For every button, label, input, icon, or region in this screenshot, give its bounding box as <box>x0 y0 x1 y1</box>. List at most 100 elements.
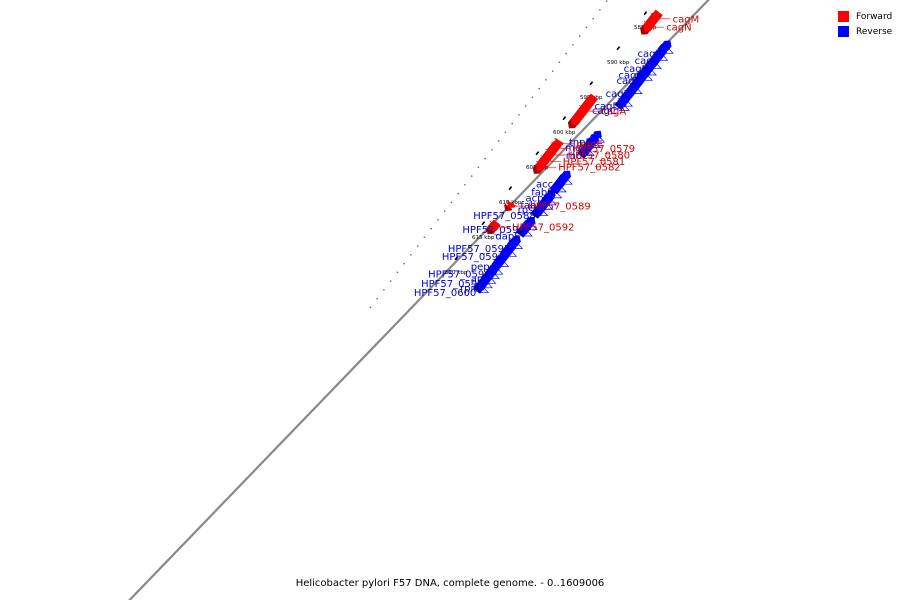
gene-leader-line <box>526 223 538 231</box>
guide-dot <box>518 114 520 116</box>
gene-leader-line <box>657 53 669 61</box>
gene-leader-line <box>663 46 674 54</box>
guide-dot <box>484 157 487 160</box>
gene-leader-line <box>535 161 557 168</box>
guide-dot <box>416 245 419 247</box>
legend-swatch-reverse <box>838 26 849 37</box>
gene-leader-line <box>485 276 497 284</box>
guide-dot <box>531 96 534 99</box>
gene-leader-line <box>512 242 524 249</box>
tick-mark <box>481 221 486 226</box>
tick-mark <box>589 81 594 86</box>
tick-mark <box>643 11 648 16</box>
gene-leader-line <box>642 73 653 81</box>
gene-label-hpf57_0590: HPF57_0590 <box>462 225 524 236</box>
gene-leader-line <box>650 12 671 20</box>
guide-dot <box>403 262 406 265</box>
legend: Forward Reverse <box>838 9 892 39</box>
genome-backbone <box>124 0 710 604</box>
gene-leader-line <box>579 105 600 112</box>
gene-leader-line <box>537 209 549 217</box>
gene-leader-line <box>545 148 566 156</box>
tick-label: 600 kbp <box>553 130 576 136</box>
guide-dot <box>592 17 594 20</box>
gene-leader-line <box>489 272 500 280</box>
tick-mark <box>535 151 540 156</box>
gene-label-apt: apt <box>471 274 487 285</box>
gene-leader-line <box>643 21 665 28</box>
guide-dot <box>470 175 473 177</box>
gene-arrow-cage <box>623 73 647 99</box>
guide-dot <box>558 61 561 64</box>
guide-dot <box>538 87 540 90</box>
gene-label-muri: murI <box>565 143 588 154</box>
guide-dot <box>524 105 527 107</box>
guide-dot <box>376 297 379 300</box>
legend-item-forward: Forward <box>838 9 892 24</box>
gene-arrow-rho <box>580 140 595 156</box>
guide-dot <box>389 280 392 282</box>
guide-dot <box>430 227 433 230</box>
gene-label-rpib: rpiB <box>460 283 480 294</box>
guide-dot <box>423 236 426 239</box>
gene-label-hpf57_0579: HPF57_0579 <box>573 144 635 155</box>
guide-dot <box>511 122 513 125</box>
gene-leader-line <box>522 229 533 237</box>
gene-arrow-hpf57_0589 <box>507 200 516 208</box>
gene-leader-line <box>542 202 554 210</box>
tick-label: 590 kbp <box>607 60 630 66</box>
gene-label-fabb: fabB <box>531 187 554 198</box>
gene-label-hpf57_0582: HPF57_0582 <box>558 163 620 174</box>
gene-label-hpf57_0592: HPF57_0592 <box>512 223 574 234</box>
gene-label-hpf57_0594: HPF57_0594 <box>442 252 504 263</box>
gene-leader-line <box>551 191 563 199</box>
gene-leader-line <box>489 220 510 228</box>
gene-leader-line <box>550 142 571 149</box>
gene-leader-line <box>562 177 573 185</box>
gene-leader-line <box>631 87 643 94</box>
guide-dot <box>551 70 554 72</box>
gene-leader-line <box>478 286 490 294</box>
guide-dot <box>572 44 574 46</box>
gene-label-hpf57_0593: HPF57_0593 <box>448 244 510 255</box>
legend-item-reverse: Reverse <box>838 24 892 39</box>
gene-leader-line <box>546 198 557 206</box>
tick-label: 615 kbp <box>472 235 495 241</box>
gene-label-cagf: cagF <box>616 76 640 87</box>
guide-dot <box>457 192 460 195</box>
gene-label-rho: rho <box>566 151 582 162</box>
legend-label-reverse: Reverse <box>856 26 893 37</box>
guide-dot <box>369 306 372 309</box>
gene-label-hpf57_0596: HPF57_0596 <box>428 270 490 281</box>
gene-arrow-caga <box>570 93 598 126</box>
gene-label-rpme: rpmE <box>576 139 603 150</box>
gene-arrow-cagm <box>648 9 663 25</box>
tick-mark <box>616 46 621 51</box>
gene-leader-line <box>590 140 602 148</box>
guide-dot <box>504 131 507 134</box>
guide-dot <box>497 140 500 142</box>
gene-label-acca: accA <box>536 180 560 191</box>
gene-label-caga: cagA <box>601 107 626 118</box>
gene-label-cagh: cagH <box>624 64 650 75</box>
tick-mark <box>562 116 567 121</box>
gene-leader-line <box>619 103 630 111</box>
gene-label-cagd: cagD <box>595 102 621 113</box>
gene-label-acpp: acpP <box>525 193 549 204</box>
guide-dot <box>565 52 567 55</box>
gene-label-cagm: cagM <box>673 14 700 25</box>
gene-label-hpf57_0588: HPF57_0588 <box>473 211 535 222</box>
guide-dot <box>491 149 493 151</box>
guide-dot <box>396 271 399 274</box>
gene-arrow-hpf57_0588 <box>533 200 548 216</box>
genome-caption: Helicobacter pylori F57 DNA, complete ge… <box>295 578 605 589</box>
guide-dot <box>477 166 480 169</box>
gene-label-rpsu: rpsU <box>518 205 541 216</box>
gene-leader-line <box>556 185 567 193</box>
gene-label-hpf57_0589: HPF57_0589 <box>528 202 590 213</box>
gene-label-cagl: cagL <box>637 49 661 60</box>
tick-mark <box>454 256 459 261</box>
gene-label-pepa: pepA <box>471 262 497 273</box>
guide-dot <box>437 219 439 221</box>
